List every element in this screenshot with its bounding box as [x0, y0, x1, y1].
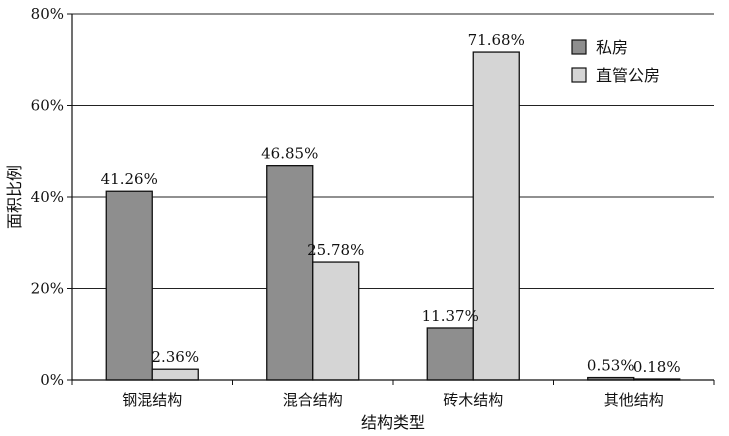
y-tick-label-1: 20% — [31, 280, 64, 298]
data-label-0-1: 2.36% — [151, 348, 199, 366]
x-tick-label-1: 混合结构 — [283, 391, 343, 409]
data-labels: 41.26% 2.36% 46.85% 25.78% 11.37% 71.68% 0.53%… — [101, 31, 681, 376]
data-label-0-0: 41.26% — [101, 170, 158, 188]
x-tick-label-0: 钢混结构 — [122, 391, 182, 409]
data-label-1-1: 25.78% — [307, 241, 364, 259]
x-tick-label-3: 其他结构 — [604, 391, 664, 409]
bars — [105, 51, 681, 381]
x-tick-label-2: 砖木结构 — [443, 391, 503, 409]
legend-swatch-1 — [571, 67, 587, 83]
legend-swatch-0 — [571, 39, 587, 55]
data-label-2-1: 71.68% — [468, 31, 525, 49]
bar-1-1 — [312, 261, 360, 381]
y-tick-label-3: 60% — [31, 97, 64, 115]
y-axis: 0% 20% 40% 60% 80% — [31, 5, 73, 389]
bar-2-1 — [472, 51, 520, 381]
bar-0-0 — [105, 190, 153, 381]
grid-lines — [72, 13, 714, 289]
legend-label-1: 直管公房 — [596, 66, 660, 85]
data-label-1-0: 46.85% — [261, 145, 318, 163]
y-tick-label-2: 40% — [31, 188, 64, 206]
bar-1-0 — [266, 165, 314, 381]
legend-label-0: 私房 — [596, 38, 628, 57]
data-label-3-1: 0.18% — [633, 358, 681, 376]
x-axis: 钢混结构 混合结构 砖木结构 其他结构 — [71, 379, 715, 409]
data-label-3-0: 0.53% — [587, 357, 635, 375]
y-tick-label-0: 0% — [40, 371, 64, 389]
bar-0-1 — [151, 368, 199, 381]
data-label-2-0: 11.37% — [422, 307, 479, 325]
y-axis-title: 面积比例 — [5, 165, 24, 229]
y-tick-label-4: 80% — [31, 5, 64, 23]
x-axis-title: 结构类型 — [361, 413, 425, 432]
bar-2-0 — [426, 327, 474, 381]
